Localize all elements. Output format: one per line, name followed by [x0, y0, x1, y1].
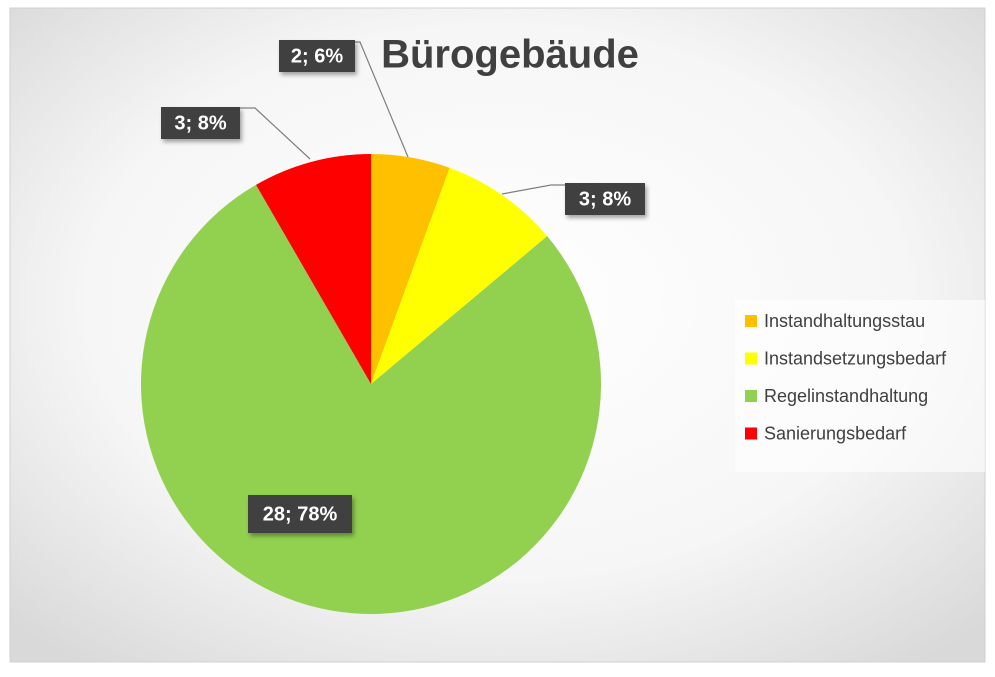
- data-label-box: [161, 107, 240, 139]
- data-label: 3; 8%: [174, 112, 226, 134]
- legend-label: Instandhaltungsstau: [764, 311, 925, 331]
- leader-line: [240, 107, 311, 160]
- legend-label: Instandsetzungsbedarf: [764, 348, 947, 368]
- legend-swatch: [745, 427, 757, 440]
- leader-line: [501, 184, 565, 195]
- chart-title: Bürogebäude: [381, 33, 639, 77]
- pie-slice: [256, 154, 371, 384]
- leader-line: [355, 41, 409, 158]
- legend-background: [735, 300, 985, 472]
- pie-slice: [371, 154, 450, 384]
- data-label-box: [565, 183, 645, 215]
- legend-swatch: [745, 352, 757, 365]
- pie-slice: [371, 167, 548, 384]
- data-label: 2; 6%: [291, 45, 343, 67]
- data-label-box: [248, 495, 352, 533]
- legend-label: Regelinstandhaltung: [764, 386, 928, 406]
- legend-swatch: [745, 390, 757, 402]
- legend-swatch: [745, 315, 757, 327]
- legend-label: Sanierungsbedarf: [764, 423, 907, 443]
- data-label: 3; 8%: [579, 188, 631, 210]
- data-label: 28; 78%: [263, 503, 338, 525]
- data-label-box: [279, 40, 355, 72]
